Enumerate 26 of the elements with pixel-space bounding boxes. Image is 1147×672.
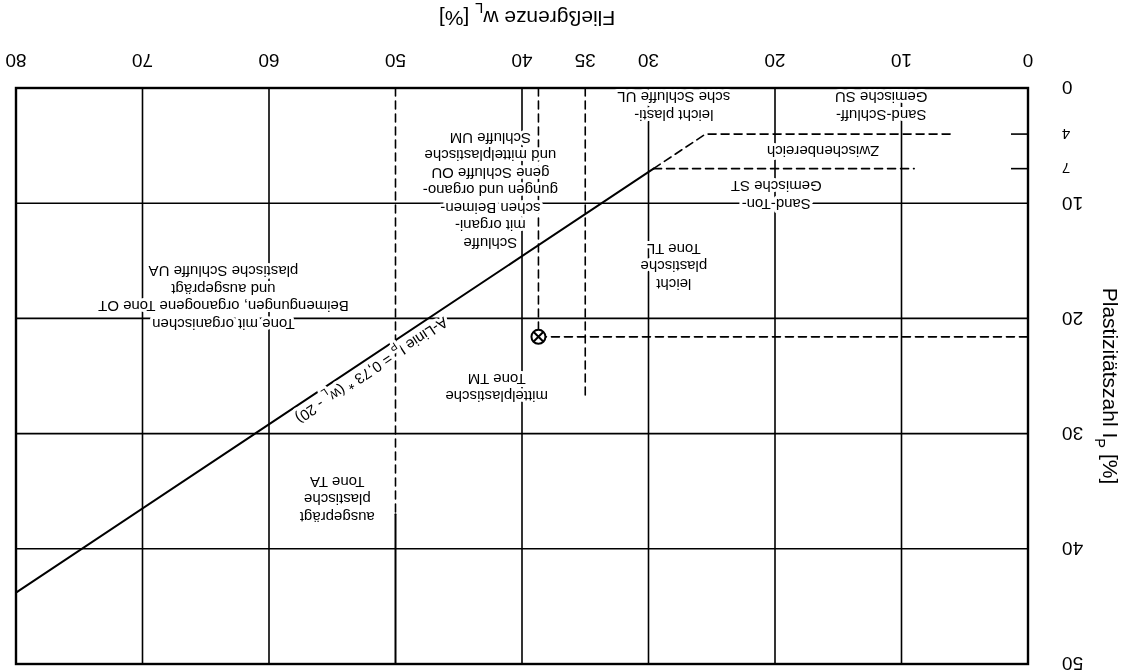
y-tick-label: 40 xyxy=(1062,538,1084,560)
x-tick-label: 40 xyxy=(511,50,533,71)
y-tick-label: 10 xyxy=(1062,192,1084,214)
x-tick-label: 30 xyxy=(637,50,660,71)
y-tick-label: 50 xyxy=(1062,653,1084,672)
x-tick-label: 35 xyxy=(574,50,596,71)
annotation: leicht plasti- sche Schluffe UL xyxy=(617,89,731,124)
y-tick-label: 30 xyxy=(1062,422,1084,444)
annotation: Schluffe mit organi- schen Beimen- gungen und organo- gene Schluffe OU und mittelplastische Schluffe UM xyxy=(422,129,558,252)
x-tick-label: 0 xyxy=(1022,50,1034,71)
x-tick-label: 80 xyxy=(5,50,27,71)
x-tick-label: 50 xyxy=(384,50,407,71)
y-tick-label: 4 xyxy=(1062,125,1071,143)
annotation: mittelplastische Tone TM xyxy=(445,370,548,406)
y-tick-label: 7 xyxy=(1062,160,1071,178)
annotation: ausgeprägt plastische Tone TA xyxy=(298,473,375,526)
y-tick-label: 0 xyxy=(1062,77,1073,99)
annotation: Sand-Schluff- Gemische SU xyxy=(834,89,928,124)
x-tick-label: 20 xyxy=(764,50,786,71)
x-tick-label: 10 xyxy=(890,50,913,71)
y-tick-label: 20 xyxy=(1062,307,1084,329)
annotation: Zwischenbereich xyxy=(766,143,880,161)
annotation: leicht plastische Tone TL xyxy=(640,240,708,293)
annotation: Tone mit organischen Beimengungen, organogene Tone OT und ausgeprägt plastische Schluffe UA xyxy=(98,263,349,333)
x-tick-label: 70 xyxy=(131,50,154,71)
x-tick-label: 60 xyxy=(258,50,280,71)
